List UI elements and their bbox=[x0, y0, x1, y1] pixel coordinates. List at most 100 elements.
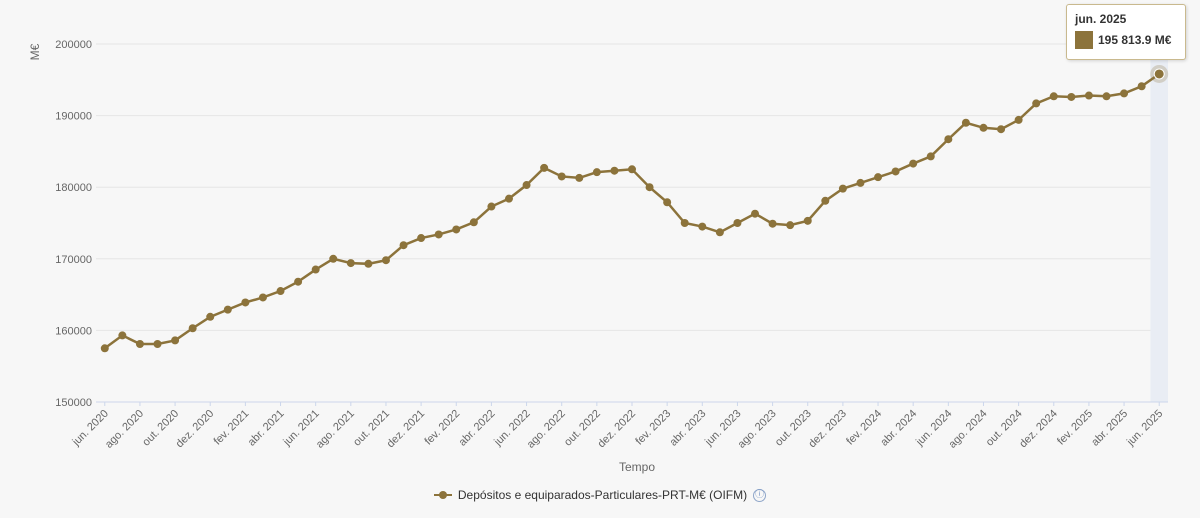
tooltip: jun. 2025 195 813.9 M€ bbox=[1066, 4, 1186, 60]
series-points bbox=[100, 64, 1169, 353]
data-point[interactable] bbox=[803, 216, 812, 225]
x-tick-label: ago. 2020 bbox=[103, 408, 146, 451]
data-point[interactable] bbox=[891, 167, 900, 176]
tooltip-value: 195 813.9 M€ bbox=[1098, 33, 1172, 47]
data-point[interactable] bbox=[276, 287, 285, 296]
legend-line-marker-icon bbox=[433, 490, 452, 500]
data-point[interactable] bbox=[206, 312, 215, 321]
data-point[interactable] bbox=[346, 259, 355, 268]
data-point[interactable] bbox=[1153, 68, 1165, 80]
data-point[interactable] bbox=[100, 344, 109, 353]
data-point[interactable] bbox=[135, 340, 144, 349]
x-tick-label: abr. 2024 bbox=[878, 408, 919, 449]
data-point[interactable] bbox=[241, 298, 250, 307]
data-point[interactable] bbox=[680, 219, 689, 227]
info-icon[interactable]: ⓘ bbox=[753, 488, 767, 502]
y-tick-label: 190000 bbox=[55, 111, 92, 123]
data-point[interactable] bbox=[1032, 99, 1041, 108]
data-point[interactable] bbox=[417, 234, 426, 243]
data-point[interactable] bbox=[1067, 92, 1076, 101]
x-tick-label: abr. 2022 bbox=[457, 408, 498, 449]
x-tick-label: fev. 2024 bbox=[844, 408, 884, 448]
data-point[interactable] bbox=[434, 230, 443, 239]
data-point[interactable] bbox=[381, 256, 390, 265]
x-tick-label: fev. 2023 bbox=[633, 408, 673, 448]
data-point[interactable] bbox=[768, 219, 777, 228]
data-point[interactable] bbox=[592, 168, 601, 177]
data-point[interactable] bbox=[663, 198, 672, 207]
data-point[interactable] bbox=[399, 241, 408, 250]
data-point[interactable] bbox=[153, 340, 162, 349]
x-axis-title: Tempo bbox=[619, 460, 655, 474]
x-tick-label: dez. 2024 bbox=[1017, 408, 1060, 451]
data-point[interactable] bbox=[1137, 82, 1146, 91]
x-tick-label: dez. 2021 bbox=[385, 408, 428, 451]
data-point[interactable] bbox=[610, 166, 619, 175]
x-tick-label: ago. 2021 bbox=[314, 408, 357, 451]
data-point[interactable] bbox=[786, 221, 795, 230]
x-tick-label: abr. 2025 bbox=[1089, 408, 1130, 449]
x-tick-label: abr. 2023 bbox=[667, 408, 708, 449]
data-point[interactable] bbox=[979, 123, 988, 132]
data-point[interactable] bbox=[1102, 92, 1111, 101]
data-point[interactable] bbox=[838, 184, 847, 193]
data-point[interactable] bbox=[311, 265, 320, 274]
data-point[interactable] bbox=[733, 219, 742, 227]
data-point[interactable] bbox=[188, 324, 197, 333]
data-point[interactable] bbox=[751, 209, 760, 218]
data-point[interactable] bbox=[821, 196, 830, 205]
data-point[interactable] bbox=[118, 331, 127, 340]
x-tick-label: fev. 2022 bbox=[422, 408, 462, 448]
grid-lines bbox=[96, 43, 1168, 331]
data-point[interactable] bbox=[522, 181, 531, 190]
y-tick-label: 180000 bbox=[55, 182, 92, 194]
x-tick-label: jun. 2025 bbox=[1124, 408, 1165, 449]
tooltip-color-swatch bbox=[1075, 31, 1093, 49]
y-tick-label: 200000 bbox=[55, 39, 92, 51]
data-point[interactable] bbox=[258, 293, 267, 302]
data-point[interactable] bbox=[469, 218, 478, 227]
y-tick-label: 150000 bbox=[55, 397, 92, 409]
y-tick-label: 160000 bbox=[55, 325, 92, 337]
data-point[interactable] bbox=[223, 305, 232, 314]
data-point[interactable] bbox=[628, 165, 636, 174]
data-point[interactable] bbox=[294, 277, 303, 286]
data-point[interactable] bbox=[364, 259, 373, 268]
x-tick-label: dez. 2022 bbox=[595, 408, 638, 451]
y-axis-title: M€ bbox=[28, 43, 42, 60]
data-point[interactable] bbox=[997, 125, 1006, 134]
y-axis: 150000 160000 170000 180000 190000 200000 bbox=[55, 39, 92, 409]
legend-item[interactable]: Depósitos e equiparados-Particulares-PRT… bbox=[433, 488, 767, 502]
data-point[interactable] bbox=[540, 163, 549, 172]
data-point[interactable] bbox=[645, 183, 654, 192]
data-point[interactable] bbox=[698, 222, 707, 231]
data-point[interactable] bbox=[944, 135, 953, 144]
data-point[interactable] bbox=[329, 254, 338, 263]
x-tick-label: dez. 2023 bbox=[806, 408, 849, 451]
data-point[interactable] bbox=[557, 172, 566, 181]
data-point[interactable] bbox=[452, 225, 461, 234]
data-point[interactable] bbox=[1120, 89, 1129, 98]
x-tick-label: fev. 2025 bbox=[1055, 408, 1095, 448]
data-point[interactable] bbox=[874, 173, 883, 182]
data-point[interactable] bbox=[171, 336, 180, 345]
data-point[interactable] bbox=[487, 202, 496, 211]
data-point[interactable] bbox=[926, 152, 935, 161]
data-point[interactable] bbox=[1049, 92, 1058, 101]
data-point[interactable] bbox=[575, 173, 584, 182]
tooltip-title: jun. 2025 bbox=[1075, 12, 1127, 26]
data-point[interactable] bbox=[715, 228, 724, 237]
data-point[interactable] bbox=[961, 118, 970, 127]
data-point[interactable] bbox=[909, 159, 918, 168]
data-point[interactable] bbox=[1014, 115, 1023, 124]
x-tick-label: ago. 2023 bbox=[736, 408, 779, 451]
data-point[interactable] bbox=[856, 178, 865, 187]
data-point[interactable] bbox=[504, 194, 513, 203]
data-point[interactable] bbox=[1084, 91, 1093, 100]
y-tick-label: 170000 bbox=[55, 254, 92, 266]
x-tick-label: fev. 2021 bbox=[212, 408, 252, 448]
legend-label: Depósitos e equiparados-Particulares-PRT… bbox=[457, 488, 748, 502]
x-tick-label: dez. 2020 bbox=[174, 408, 217, 451]
